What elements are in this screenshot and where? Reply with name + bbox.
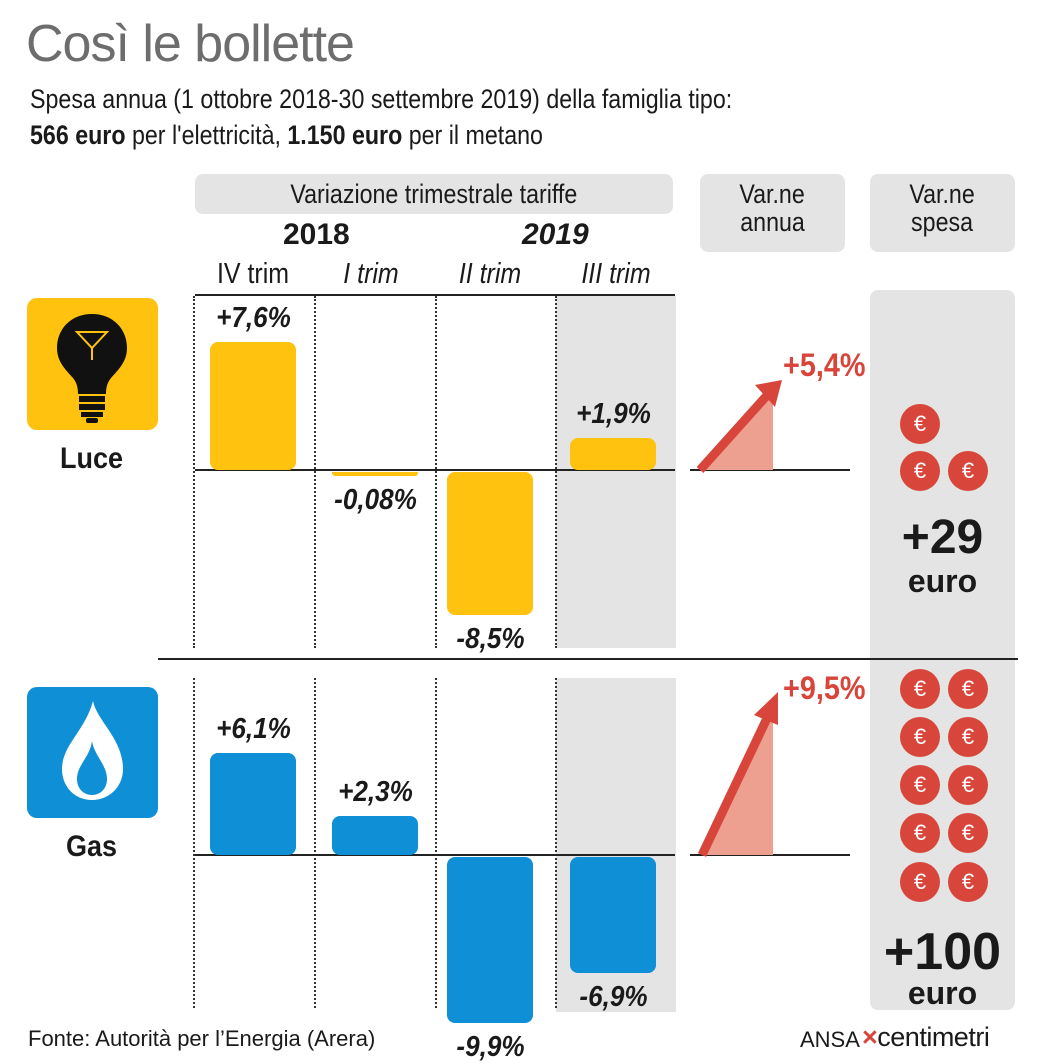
gas-annual-label: +9,5% [783, 670, 866, 706]
luce-annual-arrow [696, 380, 782, 474]
annual-arrows [696, 380, 782, 857]
luce-spesa-unit: euro [907, 563, 978, 599]
separator [193, 678, 195, 1008]
separator [314, 296, 316, 648]
quarter-label-i: I trim [343, 258, 399, 290]
header-var-annua: Var.ne annua [700, 174, 845, 252]
luce-bar-2 [332, 472, 418, 476]
gas-value-label-3: -9,9% [456, 1031, 525, 1064]
flame-icon [27, 687, 158, 818]
header-variazione: Variazione trimestrale tariffe [195, 174, 673, 214]
subtitle-line-1: Spesa annua (1 ottobre 2018-30 settembre… [30, 84, 733, 114]
separator [555, 678, 557, 1008]
brand-centimetri: ×centimetri [862, 1022, 990, 1053]
luce-annual-label: +5,4% [783, 347, 866, 383]
subtitle-gas-amount: 1.150 euro [287, 120, 403, 150]
luce-bar-1 [210, 342, 296, 470]
header-variazione-label: Variazione trimestrale tariffe [290, 179, 578, 209]
gas-bar-1 [210, 752, 296, 855]
source-note: Fonte: Autorità per l’Energia (Arera) [28, 1026, 376, 1051]
lightbulb-icon [27, 298, 158, 430]
header-annua-line-1: Var.ne [739, 179, 806, 209]
header-spesa-line-1: Var.ne [909, 179, 976, 209]
page-title: Così le bollette [26, 15, 355, 73]
separator [435, 296, 437, 648]
luce-spesa-value: +29 [901, 511, 984, 564]
separator [435, 678, 437, 1008]
brand-centimetri-text: centimetri [877, 1022, 990, 1052]
gas-spesa-unit: euro [907, 975, 978, 1011]
brand-ansa: ANSA [800, 1027, 860, 1052]
gas-spesa-value: +100 [883, 923, 1002, 981]
quarter-label-iii: III trim [581, 258, 651, 290]
separator [555, 296, 557, 648]
subtitle-electric-amount: 566 euro [30, 120, 126, 150]
luce-baseline [195, 469, 675, 471]
gas-annual-arrow [697, 692, 778, 857]
luce-value-label-2: -0,08% [334, 484, 417, 516]
gas-label: Gas [66, 830, 118, 863]
header-annua-line-2: annua [740, 207, 805, 238]
luce-value-label-1: +7,6% [216, 302, 291, 335]
gas-value-label-1: +6,1% [216, 712, 291, 745]
shade-gas-iii [556, 678, 676, 1012]
gas-bar-2 [332, 816, 418, 855]
quarter-label-iv: IV trim [216, 258, 290, 290]
header-var-spesa: Var.ne spesa [870, 174, 1015, 252]
brand-x-icon: × [862, 1022, 878, 1052]
gas-value-label-2: +2,3% [338, 776, 413, 809]
header-spesa-line-2: spesa [911, 207, 974, 238]
spesa-column [870, 290, 1015, 1010]
year-2018: 2018 [283, 218, 350, 251]
section-divider [158, 658, 1018, 660]
luce-bar-3 [447, 472, 533, 615]
subtitle-text-b: per il metano [402, 120, 543, 150]
separator [193, 296, 195, 648]
subtitle-line-2: 566 euro per l'elettricità, 1.150 euro p… [30, 120, 543, 151]
separator [314, 678, 316, 1008]
gas-bar-3 [447, 857, 533, 1024]
luce-value-label-3: -8,5% [456, 622, 525, 655]
shade-luce-iii [556, 296, 676, 648]
subtitle-text-a: per l'elettricità, [125, 120, 288, 150]
quarter-label-ii: II trim [458, 258, 522, 290]
year-2019: 2019 [522, 218, 589, 251]
luce-label: Luce [60, 442, 124, 475]
gas-baseline [195, 854, 675, 856]
quarter-underline [195, 294, 675, 296]
